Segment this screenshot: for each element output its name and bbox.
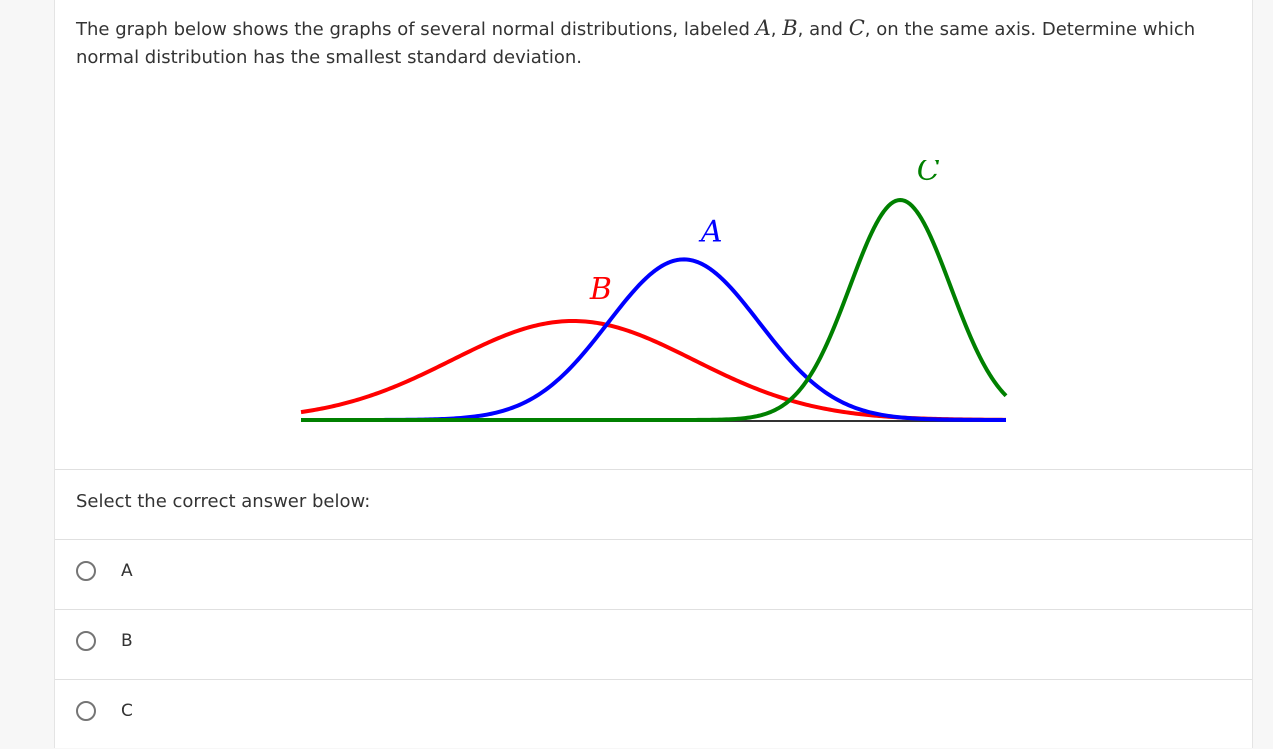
option-label-b: B	[121, 631, 133, 651]
variable-b: B	[782, 16, 798, 40]
question-text-part1: The graph below shows the graphs of seve…	[76, 19, 756, 40]
question-separator-2: , and	[797, 19, 849, 40]
answer-option-b[interactable]: B	[55, 609, 1252, 679]
question-card: The graph below shows the graphs of seve…	[54, 0, 1253, 748]
answer-option-c[interactable]: C	[55, 679, 1252, 749]
normal-distribution-graph: B A C	[300, 160, 1008, 422]
curve-c	[301, 198, 1008, 422]
radio-button-b[interactable]	[76, 631, 96, 651]
variable-a: A	[755, 16, 771, 40]
divider-prompt	[55, 539, 1252, 540]
radio-button-a[interactable]	[76, 561, 96, 581]
question-text: The graph below shows the graphs of seve…	[76, 14, 1236, 72]
variable-c: C	[848, 16, 865, 40]
answer-option-a[interactable]: A	[55, 539, 1252, 609]
curve-label-b: B	[589, 272, 612, 307]
option-label-c: C	[121, 701, 133, 721]
radio-button-c[interactable]	[76, 701, 96, 721]
divider-option-a	[55, 609, 1252, 610]
option-label-a: A	[121, 561, 133, 581]
divider-option-b	[55, 679, 1252, 680]
curve-label-a: A	[698, 214, 723, 249]
curve-label-c: C	[917, 160, 940, 188]
question-separator-1: ,	[770, 19, 783, 40]
divider-graph	[55, 469, 1252, 470]
answer-prompt: Select the correct answer below:	[76, 491, 371, 512]
question-text-part2: , on the same axis. Determine which norm…	[76, 19, 1196, 68]
curve-b	[300, 319, 1007, 422]
